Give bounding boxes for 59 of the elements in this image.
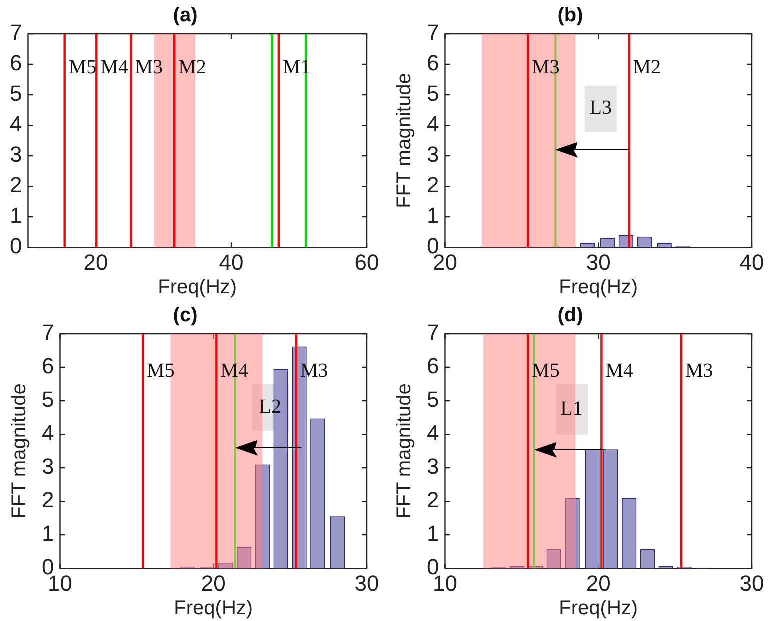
x-tick-label: 40 [740, 250, 764, 275]
ref-line-label: M4 [220, 360, 248, 382]
ref-line-label: M3 [685, 360, 714, 382]
y-tick-label: 7 [426, 20, 440, 46]
x-tick-label: 30 [586, 250, 611, 275]
y-tick-label: 5 [426, 387, 440, 412]
ref-line-label: M5 [532, 360, 560, 382]
ref-line-label: M3 [532, 56, 560, 78]
x-tick-label: 40 [219, 250, 244, 275]
x-tick-label: 30 [354, 570, 380, 596]
y-tick-label: 3 [10, 142, 22, 168]
chart-title: (b) [558, 4, 584, 27]
y-tick-label: 2 [426, 172, 440, 198]
y-tick-label: 5 [42, 387, 54, 412]
y-tick-label: 4 [426, 112, 440, 137]
y-axis-title: FFT magnitude [394, 73, 416, 208]
x-tick-label: 20 [586, 570, 611, 596]
y-tick-label: 3 [426, 454, 440, 480]
y-axis-title: FFT magnitude [8, 384, 31, 519]
ref-line-label: M3 [135, 56, 164, 78]
ref-line-label: M2 [178, 56, 206, 78]
y-tick-label: 4 [10, 112, 22, 137]
chart-title: (c) [173, 304, 198, 327]
x-tick-label: 20 [84, 250, 108, 275]
y-axis-title: FFT magnitude [394, 384, 416, 519]
ref-line-label: M5 [147, 360, 175, 382]
chart-title: (a) [173, 4, 198, 27]
y-tick-label: 6 [426, 50, 440, 76]
y-tick-label: 7 [426, 320, 440, 346]
y-tick-label: 6 [10, 50, 22, 76]
x-tick-label: 60 [354, 250, 380, 275]
x-tick-label: 20 [201, 570, 226, 596]
y-tick-label: 3 [426, 142, 440, 168]
y-tick-label: 2 [42, 488, 54, 513]
ref-line-label: M4 [606, 360, 634, 382]
y-tick-label: 4 [426, 420, 440, 446]
y-tick-label: 1 [426, 521, 440, 546]
y-tick-label: 0 [10, 234, 22, 259]
y-tick-label: 2 [10, 172, 22, 198]
y-tick-label: 1 [10, 203, 22, 228]
x-tick-label: 30 [740, 570, 764, 596]
x-axis-title: Freq(Hz) [158, 276, 238, 299]
chart-title: (d) [558, 304, 584, 327]
y-tick-label: 5 [426, 81, 440, 106]
y-tick-label: 6 [42, 354, 54, 379]
y-tick-label: 4 [42, 420, 54, 446]
x-axis-title: Freq(Hz) [559, 276, 638, 299]
y-tick-label: 7 [10, 20, 22, 46]
y-tick-label: 5 [10, 81, 22, 106]
x-axis-title: Freq(Hz) [174, 598, 254, 620]
y-tick-label: 1 [426, 203, 440, 228]
ref-line-label: M2 [633, 56, 662, 78]
y-tick-label: 3 [42, 454, 54, 480]
ref-line-label: M4 [100, 56, 128, 78]
y-tick-label: 7 [42, 320, 54, 346]
y-tick-label: 2 [426, 488, 440, 513]
y-tick-label: 6 [426, 354, 440, 379]
y-tick-label: 1 [42, 521, 54, 546]
x-axis-title: Freq(Hz) [559, 598, 638, 620]
